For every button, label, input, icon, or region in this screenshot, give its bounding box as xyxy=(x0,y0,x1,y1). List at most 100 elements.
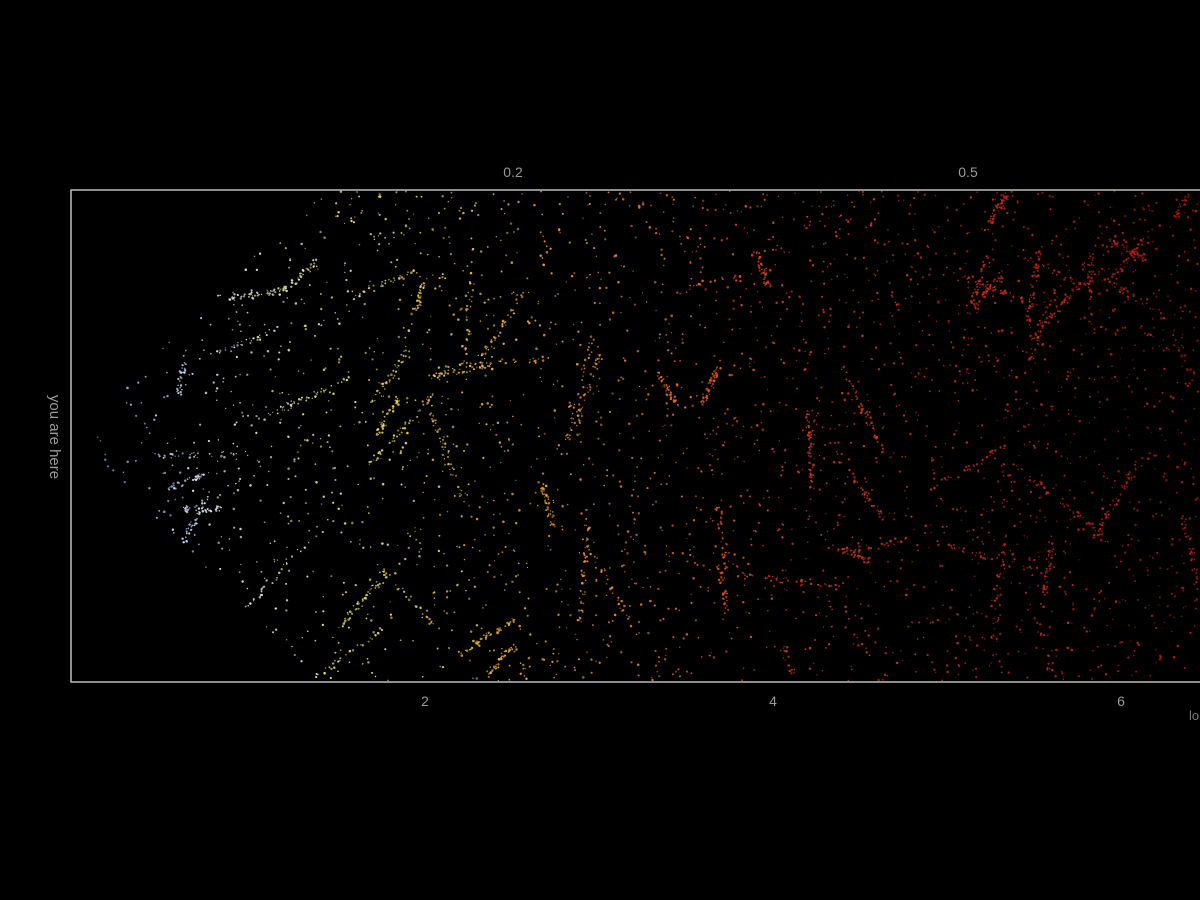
galaxy-point xyxy=(807,431,811,434)
galaxy-point xyxy=(699,257,702,260)
galaxy-point xyxy=(389,280,392,283)
galaxy-point xyxy=(1082,528,1085,531)
galaxy-point xyxy=(713,237,716,240)
galaxy-point xyxy=(1141,240,1144,243)
galaxy-point xyxy=(441,273,444,276)
galaxy-point xyxy=(663,384,665,386)
galaxy-point xyxy=(252,337,254,340)
galaxy-point xyxy=(797,437,800,440)
galaxy-point xyxy=(603,484,606,487)
galaxy-point xyxy=(185,527,188,530)
galaxy-point xyxy=(1129,252,1132,255)
galaxy-point xyxy=(945,664,949,667)
galaxy-point xyxy=(655,309,657,312)
galaxy-point xyxy=(662,425,664,428)
galaxy-point xyxy=(842,366,844,369)
galaxy-point xyxy=(573,666,576,669)
galaxy-point xyxy=(543,432,546,435)
galaxy-point xyxy=(415,299,418,302)
galaxy-point xyxy=(366,444,369,447)
galaxy-point xyxy=(388,441,391,445)
galaxy-point xyxy=(729,190,731,192)
galaxy-point xyxy=(224,349,227,351)
galaxy-point xyxy=(361,316,364,319)
galaxy-point xyxy=(1195,572,1197,575)
galaxy-point xyxy=(695,250,698,252)
galaxy-point xyxy=(1151,556,1154,559)
galaxy-point xyxy=(1052,269,1056,272)
galaxy-point xyxy=(619,432,621,435)
galaxy-point xyxy=(581,368,583,370)
galaxy-point xyxy=(581,379,584,382)
galaxy-point xyxy=(492,513,495,516)
galaxy-point xyxy=(665,545,668,547)
galaxy-point xyxy=(363,302,366,306)
galaxy-point xyxy=(540,489,543,493)
galaxy-point xyxy=(579,343,582,347)
galaxy-point xyxy=(854,391,857,395)
galaxy-point xyxy=(986,455,989,458)
galaxy-point xyxy=(508,532,510,535)
galaxy-point xyxy=(199,475,202,478)
galaxy-point xyxy=(1037,267,1040,269)
galaxy-point xyxy=(583,399,586,401)
galaxy-point xyxy=(944,299,947,301)
galaxy-point xyxy=(1159,596,1161,599)
galaxy-point xyxy=(636,349,640,353)
galaxy-point xyxy=(1180,317,1182,319)
galaxy-point xyxy=(870,421,874,425)
galaxy-point xyxy=(431,394,434,396)
galaxy-point xyxy=(713,601,716,604)
galaxy-point xyxy=(537,300,540,303)
galaxy-point xyxy=(549,513,552,515)
galaxy-point xyxy=(876,509,878,512)
galaxy-point xyxy=(749,635,753,639)
galaxy-point xyxy=(749,206,752,209)
galaxy-point xyxy=(479,292,482,296)
galaxy-point xyxy=(1040,403,1043,406)
galaxy-point xyxy=(858,545,861,548)
galaxy-point xyxy=(1064,593,1068,596)
galaxy-point xyxy=(1068,489,1071,492)
galaxy-point xyxy=(1043,320,1046,323)
galaxy-point xyxy=(989,450,992,454)
galaxy-point xyxy=(479,361,482,364)
galaxy-point xyxy=(608,410,612,414)
galaxy-point xyxy=(499,331,502,334)
galaxy-point xyxy=(990,662,992,664)
galaxy-point xyxy=(1175,211,1177,214)
galaxy-point xyxy=(873,321,875,324)
galaxy-point xyxy=(876,291,879,295)
galaxy-point xyxy=(990,599,993,602)
galaxy-point xyxy=(184,507,187,509)
galaxy-point xyxy=(206,495,209,498)
galaxy-point xyxy=(308,529,311,532)
galaxy-point xyxy=(326,441,329,444)
galaxy-point xyxy=(1041,191,1044,194)
galaxy-point xyxy=(524,668,526,670)
galaxy-point xyxy=(382,571,385,573)
galaxy-point xyxy=(1183,359,1186,362)
galaxy-point xyxy=(435,372,438,375)
galaxy-point xyxy=(399,639,402,642)
galaxy-point xyxy=(670,396,672,398)
galaxy-point xyxy=(279,512,282,515)
galaxy-point xyxy=(734,223,738,226)
galaxy-point xyxy=(745,611,747,613)
galaxy-point xyxy=(276,325,279,329)
galaxy-point xyxy=(1077,281,1080,284)
galaxy-point xyxy=(976,307,980,310)
galaxy-point xyxy=(625,614,628,617)
galaxy-point xyxy=(840,391,844,395)
galaxy-point xyxy=(999,572,1002,575)
galaxy-point xyxy=(319,230,322,234)
galaxy-point xyxy=(880,190,883,193)
galaxy-point xyxy=(999,632,1002,636)
galaxy-point xyxy=(595,660,597,662)
galaxy-point xyxy=(434,422,437,424)
galaxy-point xyxy=(1053,291,1056,295)
galaxy-point xyxy=(976,312,978,314)
galaxy-point xyxy=(387,395,391,398)
galaxy-point xyxy=(597,345,599,348)
galaxy-point xyxy=(285,558,288,560)
